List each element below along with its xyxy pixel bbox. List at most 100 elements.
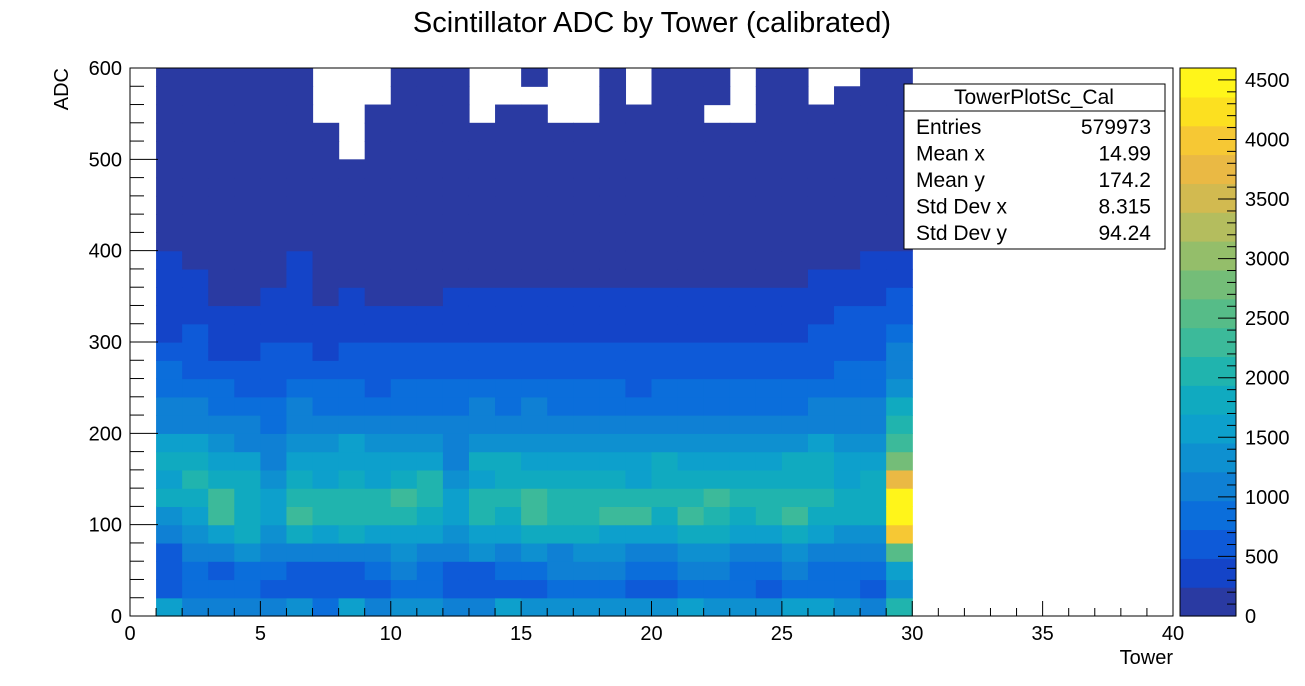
heatmap-cell bbox=[338, 214, 366, 233]
heatmap-cell bbox=[495, 323, 522, 343]
heatmap-cell bbox=[625, 524, 653, 544]
heatmap-cell bbox=[860, 396, 887, 416]
heatmap-cell bbox=[312, 141, 340, 160]
heatmap-cell bbox=[547, 159, 574, 179]
heatmap-cell bbox=[547, 214, 574, 233]
heatmap-cell bbox=[599, 232, 627, 252]
heatmap-cell bbox=[182, 104, 209, 124]
heatmap-cell bbox=[390, 506, 418, 526]
heatmap-cell bbox=[625, 396, 653, 416]
heatmap-cell bbox=[703, 378, 731, 398]
stats-value: 8.315 bbox=[1098, 196, 1151, 219]
heatmap-cell bbox=[364, 579, 392, 599]
heatmap-cell bbox=[860, 122, 887, 142]
heatmap-cell bbox=[260, 469, 288, 489]
heatmap-cell bbox=[521, 342, 548, 361]
heatmap-cell bbox=[729, 360, 757, 380]
heatmap-cell bbox=[416, 342, 444, 361]
heatmap-cell bbox=[781, 86, 809, 106]
heatmap-cell bbox=[182, 415, 209, 434]
heatmap-cell bbox=[599, 506, 627, 526]
heatmap-cell bbox=[390, 122, 418, 142]
heatmap-cell bbox=[156, 542, 183, 562]
heatmap-cell bbox=[338, 415, 366, 434]
heatmap-cell bbox=[286, 323, 314, 343]
heatmap-cell bbox=[156, 451, 183, 471]
heatmap-cell bbox=[468, 342, 496, 361]
heatmap-cell bbox=[677, 250, 705, 270]
heatmap-cell bbox=[755, 433, 783, 453]
heatmap-cell bbox=[156, 214, 183, 233]
heatmap-cell bbox=[625, 506, 653, 526]
heatmap-cell bbox=[755, 506, 783, 526]
heatmap-cell bbox=[599, 122, 627, 142]
heatmap-cell bbox=[807, 214, 835, 233]
heatmap-cell bbox=[312, 415, 340, 434]
heatmap-cell bbox=[208, 287, 235, 307]
heatmap-cell bbox=[860, 488, 887, 507]
heatmap-cell bbox=[286, 268, 314, 288]
heatmap-cell bbox=[677, 177, 705, 197]
heatmap-cell bbox=[416, 360, 444, 380]
heatmap-cell bbox=[651, 195, 679, 215]
heatmap-cell bbox=[156, 360, 183, 380]
heatmap-cell bbox=[729, 177, 757, 197]
heatmap-cell bbox=[156, 122, 183, 142]
heatmap-cell bbox=[442, 268, 470, 288]
heatmap-cell bbox=[468, 232, 496, 252]
heatmap-cell bbox=[364, 141, 392, 160]
color-scale-band bbox=[1180, 500, 1236, 531]
heatmap-cell bbox=[416, 469, 444, 489]
heatmap-cell bbox=[234, 488, 261, 507]
heatmap-cell bbox=[338, 433, 366, 453]
heatmap-cell bbox=[364, 305, 392, 325]
heatmap-cell bbox=[338, 305, 366, 325]
heatmap-cell bbox=[495, 159, 522, 179]
heatmap-cell bbox=[260, 268, 288, 288]
heatmap-cell bbox=[208, 597, 235, 617]
heatmap-cell bbox=[390, 86, 418, 106]
heatmap-cell bbox=[651, 323, 679, 343]
heatmap-cell bbox=[625, 597, 653, 617]
heatmap-cell bbox=[208, 214, 235, 233]
color-scale-band bbox=[1180, 241, 1236, 271]
heatmap-cell bbox=[182, 561, 209, 581]
heatmap-cell bbox=[755, 415, 783, 434]
heatmap-cell bbox=[729, 122, 757, 142]
heatmap-cell bbox=[703, 488, 731, 507]
heatmap-cell bbox=[573, 524, 600, 544]
heatmap-cell bbox=[729, 506, 757, 526]
heatmap-cell bbox=[260, 378, 288, 398]
heatmap-cell bbox=[860, 469, 887, 489]
heatmap-cell bbox=[625, 451, 653, 471]
heatmap-cell bbox=[729, 159, 757, 179]
heatmap-cell bbox=[755, 488, 783, 507]
stats-value: 14.99 bbox=[1098, 143, 1151, 166]
heatmap-cell bbox=[156, 506, 183, 526]
heatmap-cell bbox=[834, 159, 861, 179]
heatmap-cell bbox=[208, 433, 235, 453]
heatmap-cell bbox=[834, 323, 861, 343]
heatmap-cell bbox=[495, 579, 522, 599]
heatmap-cell bbox=[442, 141, 470, 160]
heatmap-cell bbox=[677, 232, 705, 252]
heatmap-cell bbox=[755, 469, 783, 489]
heatmap-cell bbox=[442, 104, 470, 124]
heatmap-cell bbox=[468, 268, 496, 288]
heatmap-cell bbox=[390, 488, 418, 507]
color-scale-label: 2000 bbox=[1245, 368, 1290, 390]
heatmap-cell bbox=[860, 159, 887, 179]
heatmap-cell bbox=[182, 396, 209, 416]
heatmap-cell bbox=[860, 232, 887, 252]
heatmap-cell bbox=[599, 433, 627, 453]
heatmap-cell bbox=[234, 415, 261, 434]
heatmap-cell bbox=[468, 542, 496, 562]
heatmap-cell bbox=[755, 360, 783, 380]
heatmap-cell bbox=[547, 378, 574, 398]
heatmap-cell bbox=[729, 287, 757, 307]
heatmap-cell bbox=[625, 250, 653, 270]
heatmap-cell bbox=[364, 415, 392, 434]
heatmap-cell bbox=[260, 177, 288, 197]
heatmap-cell bbox=[703, 141, 731, 160]
heatmap-cell bbox=[781, 378, 809, 398]
